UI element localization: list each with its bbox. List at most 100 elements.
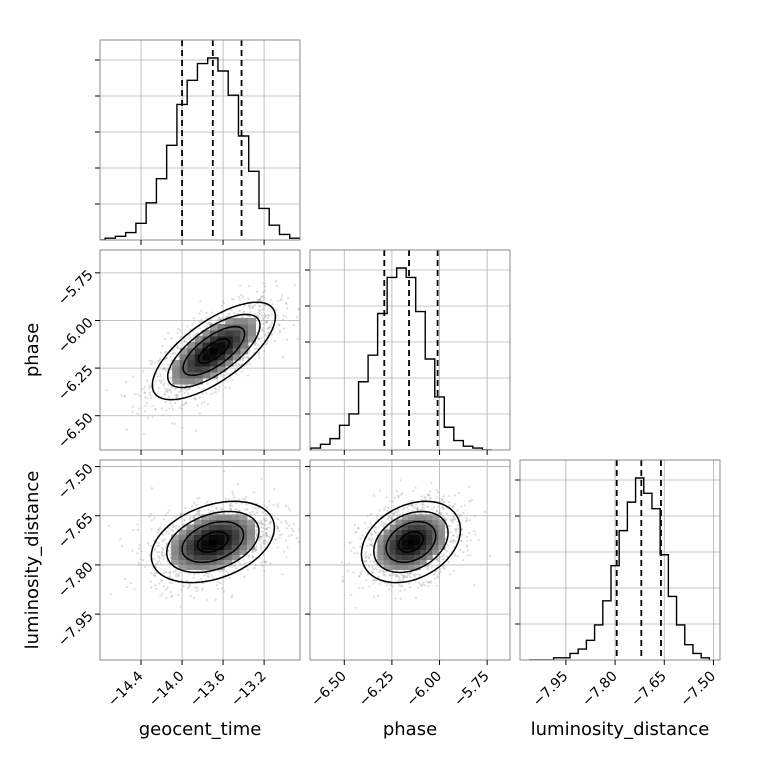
sample-point [449, 531, 452, 534]
sample-point [146, 397, 149, 400]
sample-point [465, 539, 468, 543]
sample-point [164, 514, 167, 517]
sample-point [274, 538, 277, 541]
sample-point [168, 545, 172, 549]
sample-point [235, 362, 238, 365]
hist-step-phase [310, 267, 492, 450]
density-bin [389, 534, 397, 540]
sample-point [451, 518, 454, 522]
density-panel-phase-vs-geocent_time [99, 249, 301, 451]
sample-point [406, 506, 409, 509]
density-bin [172, 377, 181, 385]
density-bin [216, 549, 225, 555]
sample-point [425, 505, 428, 508]
density-bin [389, 539, 397, 545]
sample-point [170, 595, 173, 598]
density-bin [432, 519, 439, 525]
density-bin [209, 514, 218, 520]
sample-point [237, 363, 241, 366]
sample-point [149, 513, 152, 516]
sample-point [231, 505, 234, 508]
sample-point [236, 312, 239, 315]
sample-point [366, 545, 369, 548]
sample-point [442, 553, 445, 556]
density-bin [186, 524, 195, 530]
sample-point [421, 508, 424, 511]
density-bin [247, 317, 257, 325]
density-bin [426, 519, 433, 525]
sample-point [137, 407, 141, 410]
sample-point [452, 515, 455, 518]
density-bin [217, 341, 226, 349]
sample-point [248, 363, 252, 366]
sample-point [373, 561, 376, 564]
sample-point [250, 306, 254, 309]
sample-point [136, 552, 139, 555]
contour-line [151, 301, 277, 401]
density-bin [209, 559, 218, 565]
sample-point [219, 570, 222, 573]
sample-point [176, 394, 179, 398]
sample-point [183, 340, 186, 343]
density-bin [224, 524, 233, 530]
hist-frame-luminosity_distance [519, 459, 721, 661]
sample-point [205, 312, 208, 315]
sample-point [377, 525, 381, 528]
sample-point [417, 586, 420, 589]
sample-point [371, 545, 375, 548]
sample-point [259, 545, 263, 548]
sample-point [192, 596, 196, 599]
sample-point [168, 407, 171, 410]
sample-point [210, 574, 213, 577]
sample-point [172, 526, 175, 529]
sample-point [258, 309, 262, 312]
sample-point [217, 388, 220, 392]
sample-point [129, 582, 133, 585]
density-bin [187, 353, 196, 361]
sample-point [416, 506, 419, 509]
sample-point [422, 581, 425, 584]
sample-point [119, 537, 122, 541]
sample-point [251, 555, 254, 558]
sample-point [147, 515, 151, 518]
sample-point [373, 559, 376, 562]
sample-point [254, 529, 257, 532]
sample-point [401, 511, 404, 514]
sample-point [237, 362, 240, 365]
sample-point [149, 385, 152, 389]
sample-point [237, 560, 240, 564]
sample-point [420, 503, 424, 506]
sample-point [264, 313, 267, 316]
density-bin [210, 359, 219, 367]
sample-point [439, 512, 442, 516]
sample-point [259, 295, 262, 298]
sample-point [241, 498, 245, 501]
sample-point [402, 574, 406, 577]
sample-point [193, 317, 196, 320]
sample-point [390, 517, 393, 520]
sample-point [258, 535, 262, 538]
sample-point [346, 569, 349, 572]
sample-point [229, 565, 232, 568]
sample-point [388, 574, 391, 577]
sample-point [369, 512, 372, 516]
density-content [100, 250, 300, 450]
sample-point [157, 528, 160, 532]
sample-point [395, 574, 399, 577]
sample-point [156, 563, 159, 566]
density-bin [407, 534, 415, 540]
sample-point [249, 513, 252, 516]
sample-point [376, 515, 379, 518]
sample-point [265, 531, 268, 534]
sample-point [460, 539, 463, 542]
sample-point [259, 305, 262, 308]
density-bin [172, 371, 181, 379]
sample-point [222, 374, 225, 377]
sample-point [145, 401, 149, 404]
sample-point [191, 323, 194, 326]
sample-point [260, 535, 263, 538]
density-bin [389, 564, 397, 570]
sample-point [465, 544, 468, 547]
sample-point [206, 382, 209, 386]
sample-point [400, 493, 403, 496]
